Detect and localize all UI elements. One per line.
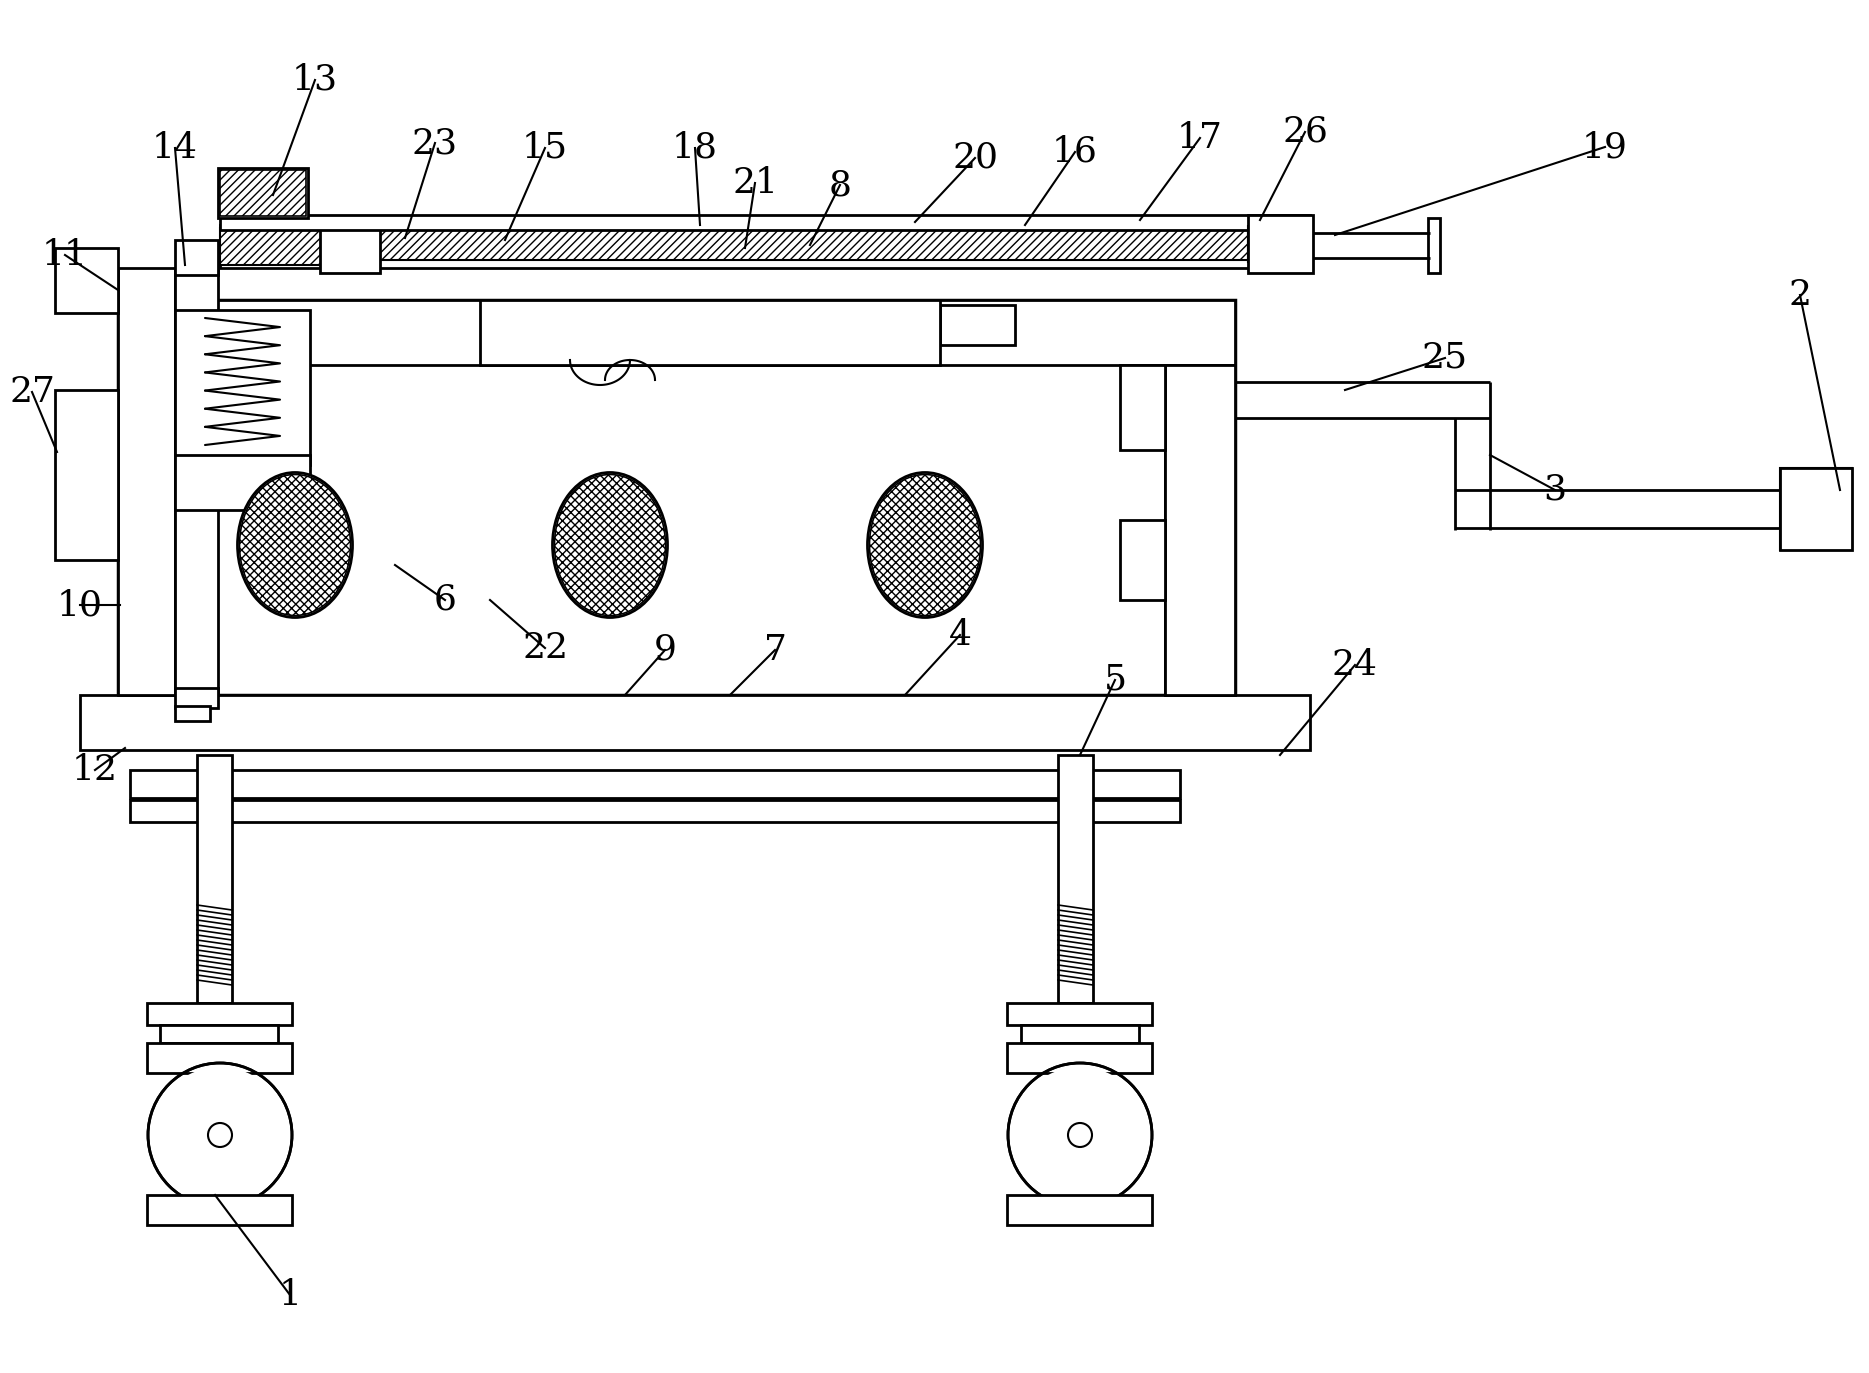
Bar bbox=[118, 299, 1235, 365]
Bar bbox=[148, 1004, 292, 1026]
Bar bbox=[1164, 365, 1235, 695]
Text: 25: 25 bbox=[1422, 341, 1467, 375]
Text: 15: 15 bbox=[521, 130, 568, 165]
Text: 26: 26 bbox=[1282, 115, 1329, 150]
Bar bbox=[1058, 755, 1093, 1004]
Ellipse shape bbox=[867, 472, 983, 618]
Bar bbox=[940, 305, 1015, 345]
Bar bbox=[176, 310, 310, 465]
Text: 11: 11 bbox=[41, 238, 88, 272]
Text: 13: 13 bbox=[292, 63, 338, 97]
Bar bbox=[221, 170, 307, 216]
Bar bbox=[176, 706, 209, 721]
Text: 27: 27 bbox=[9, 375, 54, 409]
Bar bbox=[1120, 520, 1164, 600]
Bar bbox=[340, 228, 372, 265]
Bar bbox=[1007, 1195, 1151, 1225]
Text: 16: 16 bbox=[1052, 135, 1097, 169]
Bar bbox=[221, 225, 1310, 268]
Text: 7: 7 bbox=[764, 633, 787, 667]
Text: 3: 3 bbox=[1544, 474, 1566, 507]
Circle shape bbox=[151, 1067, 288, 1203]
Bar bbox=[1428, 218, 1439, 273]
Bar bbox=[1020, 1026, 1138, 1043]
Ellipse shape bbox=[237, 472, 353, 618]
Text: 10: 10 bbox=[56, 588, 103, 622]
Bar bbox=[320, 225, 379, 273]
Bar bbox=[1120, 365, 1164, 450]
Bar bbox=[148, 1195, 292, 1225]
Bar bbox=[176, 454, 310, 509]
Bar bbox=[131, 800, 1179, 822]
Circle shape bbox=[1011, 1067, 1148, 1203]
Ellipse shape bbox=[239, 475, 351, 615]
Bar bbox=[54, 390, 118, 560]
Text: 19: 19 bbox=[1581, 130, 1628, 163]
Bar bbox=[176, 688, 219, 708]
Bar bbox=[1779, 468, 1852, 551]
Bar bbox=[161, 1026, 278, 1043]
Bar bbox=[221, 228, 346, 265]
Text: 14: 14 bbox=[151, 130, 198, 165]
Bar bbox=[148, 1043, 292, 1074]
Bar bbox=[370, 231, 1248, 259]
Bar bbox=[118, 268, 176, 695]
Bar bbox=[80, 695, 1310, 750]
Text: 5: 5 bbox=[1103, 663, 1127, 697]
Bar bbox=[176, 268, 219, 695]
Text: 24: 24 bbox=[1333, 648, 1377, 682]
Text: 22: 22 bbox=[521, 632, 568, 665]
Text: 20: 20 bbox=[951, 141, 998, 174]
Text: 6: 6 bbox=[434, 584, 456, 616]
Bar bbox=[219, 168, 308, 218]
Ellipse shape bbox=[555, 475, 665, 615]
Text: 2: 2 bbox=[1789, 277, 1811, 312]
Text: 8: 8 bbox=[828, 168, 852, 202]
Bar bbox=[1007, 1043, 1151, 1074]
Text: 17: 17 bbox=[1177, 121, 1222, 155]
Bar bbox=[54, 249, 118, 313]
Text: 4: 4 bbox=[948, 618, 972, 652]
Bar bbox=[1779, 468, 1852, 551]
Bar bbox=[178, 249, 215, 270]
Bar bbox=[480, 299, 940, 365]
Bar bbox=[1248, 216, 1314, 273]
Ellipse shape bbox=[553, 472, 667, 618]
Bar bbox=[131, 770, 1179, 798]
Text: 1: 1 bbox=[278, 1278, 301, 1313]
Bar bbox=[650, 305, 725, 356]
Text: 9: 9 bbox=[654, 633, 677, 667]
Text: 21: 21 bbox=[733, 166, 778, 200]
Bar bbox=[221, 216, 1310, 231]
Bar bbox=[1164, 365, 1235, 695]
Bar bbox=[1248, 227, 1310, 262]
Text: 18: 18 bbox=[673, 130, 718, 165]
Bar bbox=[118, 299, 1235, 695]
Bar bbox=[176, 240, 219, 275]
Bar bbox=[1007, 1004, 1151, 1026]
Ellipse shape bbox=[869, 475, 981, 615]
Text: 12: 12 bbox=[73, 752, 118, 787]
Bar bbox=[196, 755, 232, 1004]
Text: 23: 23 bbox=[411, 126, 458, 161]
